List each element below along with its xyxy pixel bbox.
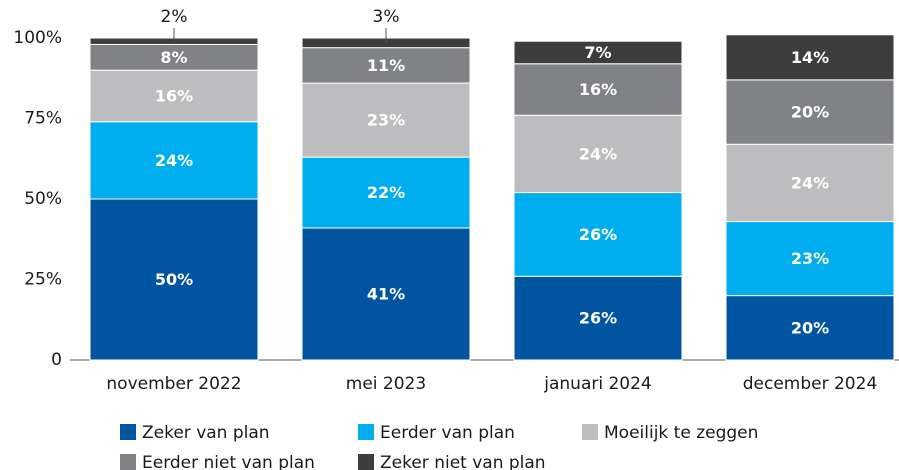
y-tick-label: 25% [24, 270, 62, 290]
x-tick-label: mei 2023 [346, 374, 426, 394]
value-label: 24% [155, 151, 193, 170]
bar-segment [725, 34, 895, 81]
value-label: 23% [367, 111, 405, 130]
value-label: 3% [373, 7, 400, 27]
bar-segment [513, 40, 683, 65]
bar-segment [725, 79, 895, 145]
x-tick-label: december 2024 [743, 374, 878, 394]
bar-segment [513, 275, 683, 361]
bar-segment [725, 143, 895, 223]
bar-segment [89, 69, 259, 123]
value-label: 16% [155, 86, 193, 105]
legend-label: Zeker van plan [142, 423, 270, 443]
value-label: 24% [579, 144, 617, 163]
legend-swatch [358, 424, 374, 440]
value-label: 20% [791, 318, 829, 337]
x-tick-label: november 2022 [106, 374, 241, 394]
bar-segment [301, 47, 471, 84]
legend-swatch [582, 424, 598, 440]
x-tick-label: januari 2024 [543, 374, 652, 394]
value-label: 8% [160, 48, 187, 67]
value-label: 26% [579, 225, 617, 244]
legend-label: Zeker niet van plan [380, 453, 546, 470]
bar-segment [89, 121, 259, 200]
value-label: 16% [579, 80, 617, 99]
bar-segment [301, 82, 471, 158]
bar-segment [513, 192, 683, 277]
value-label: 7% [584, 43, 611, 62]
value-label: 11% [367, 56, 405, 75]
value-label: 26% [579, 309, 617, 328]
value-label: 23% [791, 249, 829, 268]
bar-segment [513, 63, 683, 116]
legend-label: Moeilijk te zeggen [604, 423, 758, 443]
y-tick-label: 50% [24, 189, 62, 209]
value-label: 24% [791, 173, 829, 192]
legend-swatch [120, 424, 136, 440]
bar-segment [301, 227, 471, 361]
value-label: 50% [155, 270, 193, 289]
legend-swatch [358, 454, 374, 470]
y-tick-label: 0 [51, 350, 62, 370]
bar-segment [513, 114, 683, 194]
y-tick-label: 100% [13, 28, 62, 48]
value-label: 22% [367, 183, 405, 202]
legend-label: Eerder niet van plan [142, 453, 315, 470]
value-label: 14% [791, 48, 829, 67]
value-label: 41% [367, 284, 405, 303]
legend-swatch [120, 454, 136, 470]
legend-label: Eerder van plan [380, 423, 515, 443]
bar-segment [301, 156, 471, 229]
value-label: 20% [791, 103, 829, 122]
y-tick-label: 75% [24, 109, 62, 129]
bar-segment [89, 198, 259, 361]
value-label: 2% [161, 7, 188, 27]
